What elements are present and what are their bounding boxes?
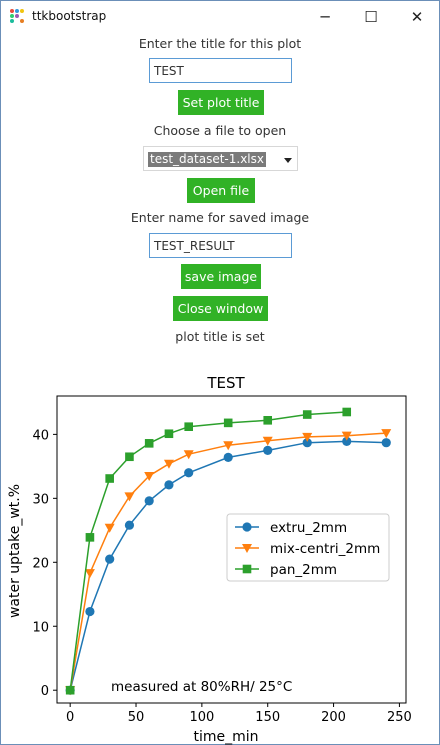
data-point-pan_2mm: [184, 422, 193, 431]
data-point-pan_2mm: [85, 533, 95, 542]
chart-title: TEST: [206, 374, 245, 392]
legend-label-mix-centri_2mm: mix-centri_2mm: [270, 541, 380, 557]
data-point-mix-centri_2mm: [163, 459, 174, 469]
y-tick-label: 0: [41, 684, 49, 699]
data-point-extru_2mm: [302, 438, 312, 448]
water-uptake-chart: TEST 0 50 100 150 200 250 0 10 20 30 40 extru_2mmmi…: [7, 374, 412, 745]
file-select-value: test_dataset-1.xlsx: [148, 152, 266, 167]
set-plot-title-button[interactable]: Set plot title: [178, 90, 264, 115]
plot-frame: [56, 395, 407, 704]
legend-box: [226, 513, 390, 582]
data-point-extru_2mm: [184, 468, 194, 478]
data-point-mix-centri_2mm: [381, 429, 392, 439]
x-tick-label: 0: [66, 710, 74, 725]
series-line-mix-centri_2mm: [69, 432, 387, 691]
data-point-mix-centri_2mm: [104, 523, 115, 533]
measurement-annotation: measured at 80%RH/ 25°C: [111, 679, 292, 695]
data-point-pan_2mm: [302, 410, 312, 419]
data-point-mix-centri_2mm: [341, 431, 352, 441]
y-axis-label: water uptake_wt.%: [7, 484, 23, 618]
y-tick-label: 20: [32, 556, 49, 571]
file-prompt-label: Choose a file to open: [153, 123, 287, 138]
ttkbootstrap-logo-icon: [10, 9, 24, 23]
data-point-extru_2mm: [381, 438, 391, 448]
close-window-form-button[interactable]: Close window: [173, 296, 268, 321]
data-point-pan_2mm: [65, 685, 75, 695]
maximize-icon: ☐: [364, 8, 378, 26]
data-point-mix-centri_2mm: [223, 441, 234, 451]
data-point-extru_2mm: [144, 496, 154, 506]
data-point-mix-centri_2mm: [124, 492, 135, 502]
legend-label-extru_2mm: extru_2mm: [270, 520, 347, 536]
legend-label-pan_2mm: pan_2mm: [270, 562, 337, 578]
x-tick-label: 150: [255, 710, 280, 725]
data-point-pan_2mm: [125, 452, 134, 462]
data-point-extru_2mm: [263, 445, 273, 455]
title-bar[interactable]: ttkbootstrap ─ ☐ ✕: [1, 1, 439, 33]
data-point-extru_2mm: [342, 436, 352, 447]
data-point-mix-centri_2mm: [84, 569, 95, 579]
data-point-extru_2mm: [223, 452, 233, 462]
window-title: ttkbootstrap: [32, 9, 107, 23]
data-point-extru_2mm: [105, 554, 115, 564]
data-point-pan_2mm: [223, 418, 233, 428]
x-axis-label: time_min: [193, 729, 258, 745]
save-name-input[interactable]: TEST_RESULT: [149, 233, 292, 258]
data-point-extru_2mm: [164, 480, 174, 490]
data-point-pan_2mm: [144, 439, 154, 448]
x-tick-label: 200: [321, 710, 346, 725]
close-window-button[interactable]: ✕: [394, 1, 440, 33]
status-label: plot title is set: [175, 329, 265, 344]
title-prompt-label: Enter the title for this plot: [138, 36, 302, 51]
data-point-mix-centri_2mm: [262, 436, 273, 446]
data-point-extru_2mm: [124, 520, 135, 530]
file-select[interactable]: test_dataset-1.xlsx: [143, 146, 298, 171]
data-point-pan_2mm: [164, 429, 174, 439]
y-tick-label: 30: [32, 492, 49, 507]
y-tick-label: 40: [32, 428, 49, 443]
series-line-extru_2mm: [69, 440, 387, 691]
close-icon: ✕: [410, 8, 424, 26]
plot-title-input[interactable]: TEST: [149, 58, 292, 83]
plot-area: 0 50 100 150 200 250 0 10 20 30 40 extru_2mm mix-cen…: [32, 395, 412, 725]
x-tick-label: 250: [387, 710, 412, 725]
data-point-mix-centri_2mm: [302, 432, 313, 442]
x-tick-label: 50: [128, 710, 145, 725]
legend-marker-mix-centri_2mm: [242, 544, 252, 553]
save-image-button[interactable]: save image: [181, 264, 261, 289]
chevron-down-icon[interactable]: [284, 158, 292, 163]
maximize-button[interactable]: ☐: [348, 1, 394, 33]
y-tick-label: 10: [32, 620, 49, 635]
x-tick-label: 100: [189, 710, 214, 725]
legend-marker-extru_2mm: [242, 522, 252, 532]
minimize-icon: ─: [320, 8, 330, 26]
data-point-pan_2mm: [263, 416, 273, 425]
data-point-extru_2mm: [85, 606, 95, 617]
open-file-button[interactable]: Open file: [187, 178, 255, 203]
data-point-mix-centri_2mm: [144, 471, 155, 481]
data-point-pan_2mm: [105, 474, 114, 483]
data-point-pan_2mm: [342, 407, 352, 417]
minimize-button[interactable]: ─: [302, 1, 348, 33]
data-point-mix-centri_2mm: [183, 450, 194, 460]
save-prompt-label: Enter name for saved image: [130, 210, 310, 225]
legend-marker-pan_2mm: [242, 564, 252, 574]
